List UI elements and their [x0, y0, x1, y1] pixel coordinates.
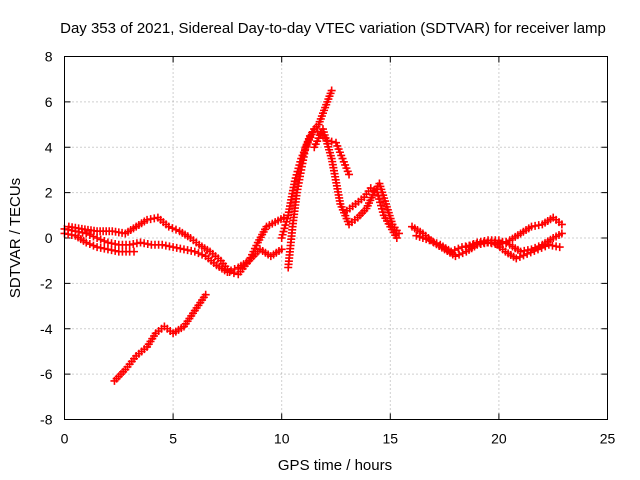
data-point-interp	[302, 141, 311, 150]
y-tick-label: -8	[40, 412, 53, 428]
data-point-interp	[374, 191, 383, 200]
data-point-interp	[418, 234, 427, 242]
data-point-interp	[342, 164, 351, 173]
data-point	[373, 188, 382, 197]
data-point-interp	[337, 151, 346, 160]
data-point	[392, 234, 401, 242]
y-tick-label: -6	[40, 366, 53, 382]
data-point-interp	[295, 161, 304, 170]
data-point-interp	[341, 160, 350, 169]
data-point-interp	[375, 195, 384, 204]
y-tick-label: 4	[45, 139, 53, 155]
data-point-interp	[323, 139, 332, 148]
y-tick-label: -2	[40, 275, 53, 291]
data-point-interp	[293, 167, 302, 176]
data-point-interp	[378, 208, 387, 217]
data-point	[557, 229, 566, 238]
data-point	[201, 290, 210, 299]
data-point-interp	[324, 142, 333, 151]
data-point-interp	[301, 145, 310, 154]
data-point	[290, 177, 299, 186]
data-point	[279, 213, 288, 222]
y-tick-label: 0	[45, 230, 53, 246]
data-point	[327, 86, 336, 95]
x-tick-label: 20	[491, 431, 507, 447]
data-point	[555, 243, 564, 252]
data-point-interp	[335, 148, 344, 157]
x-axis-label: GPS time / hours	[278, 457, 392, 474]
data-point-interp	[343, 167, 352, 176]
data-point-interp	[281, 221, 290, 230]
data-point-interp	[376, 198, 385, 207]
axis-ticks	[64, 56, 608, 420]
y-axis-label: SDTVAR / TECUs	[7, 178, 24, 298]
data-markers	[60, 86, 566, 385]
x-tick-label: 5	[169, 431, 177, 447]
data-point-interp	[299, 148, 308, 157]
data-point	[277, 234, 286, 242]
data-point-interp	[294, 164, 303, 173]
data-point	[130, 247, 139, 256]
data-point	[225, 268, 234, 277]
chart-title: Day 353 of 2021, Sidereal Day-to-day VTE…	[60, 20, 606, 37]
data-point	[318, 125, 327, 134]
tick-labels: 0 5 10 15 20 25 -8 -6 -4 -2 0 2 4 6 8	[40, 49, 615, 447]
data-point	[297, 154, 306, 163]
data-point-interp	[325, 148, 334, 157]
y-tick-label: 2	[45, 185, 53, 201]
x-tick-label: 10	[274, 431, 290, 447]
x-tick-label: 15	[383, 431, 399, 447]
data-point-interp	[319, 128, 328, 137]
data-point-interp	[296, 157, 305, 166]
data-point-interp	[279, 227, 288, 236]
plot-frame	[64, 56, 608, 420]
data-point-interp	[334, 145, 343, 154]
y-tick-label: -4	[40, 321, 53, 337]
data-point-interp	[282, 217, 291, 226]
data-point	[338, 154, 347, 163]
data-point-interp	[278, 230, 287, 239]
data-point-interp	[229, 269, 238, 278]
data-point-interp	[415, 232, 424, 241]
data-point	[332, 138, 340, 147]
x-tick-label: 0	[61, 431, 69, 447]
y-tick-label: 8	[45, 49, 53, 65]
data-point-interp	[422, 235, 431, 244]
data-point-interp	[321, 133, 330, 142]
data-point	[345, 170, 354, 179]
data-point-interp	[339, 157, 348, 166]
data-point	[412, 231, 421, 240]
data-point-interp	[320, 130, 329, 139]
data-point-interp	[280, 224, 289, 233]
data-point-interp	[298, 151, 307, 160]
data-point-interp	[377, 204, 386, 213]
data-point-interp	[283, 214, 292, 223]
data-point	[277, 245, 286, 254]
data-point-interp	[333, 141, 342, 150]
data-point-interp	[292, 170, 301, 179]
data-point-interp	[325, 145, 334, 154]
data-point-interp	[326, 151, 335, 160]
y-tick-label: 6	[45, 94, 53, 110]
data-point-interp	[376, 201, 385, 210]
grid-lines	[64, 56, 608, 420]
data-point	[557, 220, 566, 229]
data-point-interp	[291, 174, 300, 183]
data-point-interp	[322, 136, 331, 145]
x-tick-label: 25	[600, 431, 616, 447]
